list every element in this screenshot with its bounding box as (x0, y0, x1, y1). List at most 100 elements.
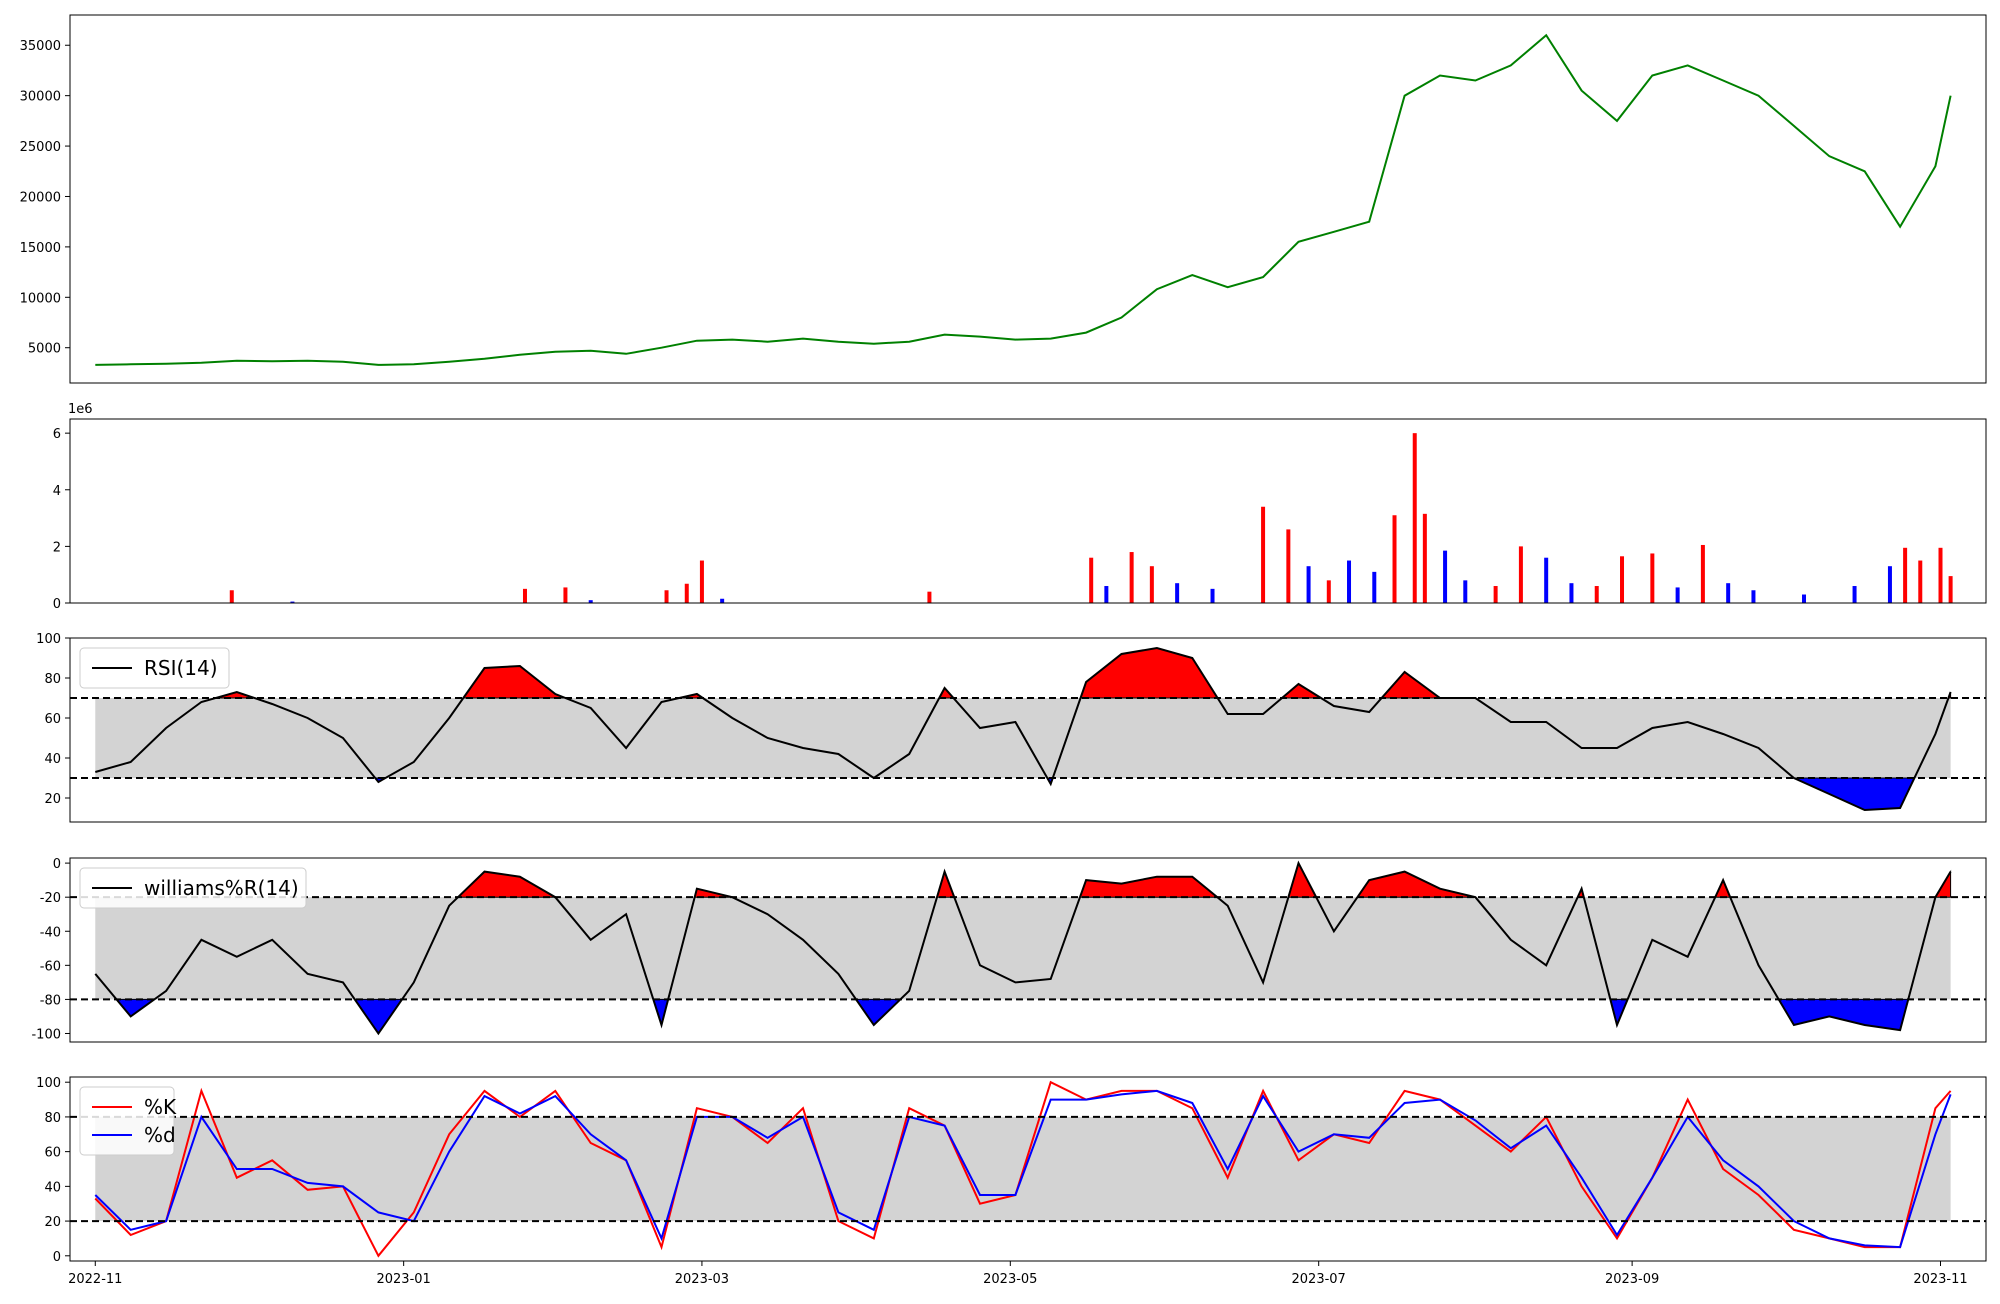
y-tick-label: 0 (53, 1250, 61, 1265)
volume-bar (664, 590, 669, 603)
overbought-fill (1079, 647, 1219, 699)
volume-bar (1751, 590, 1756, 603)
volume-bar (1443, 550, 1448, 603)
panel-4-frame (69, 1076, 1987, 1262)
series-line-2-0 (95, 646, 1952, 812)
volume-bar (1129, 552, 1134, 603)
legend-label: RSI(14) (144, 656, 218, 680)
x-tick-label: 2022-11 (68, 1272, 122, 1287)
y-tick-label: 100 (36, 632, 61, 647)
overbought-fill (462, 665, 566, 699)
volume-bar (1594, 586, 1599, 603)
legend-label: williams%R(14) (144, 876, 299, 900)
y-tick-label: -100 (31, 1027, 61, 1042)
volume-bar (1620, 556, 1625, 603)
volume-bar (1493, 586, 1498, 603)
panel-3-band (95, 897, 1951, 1000)
y-tick-label: 40 (44, 1180, 61, 1195)
y-tick-label: 5000 (28, 342, 61, 357)
volume-bar (229, 590, 234, 603)
volume-bar (1422, 513, 1427, 603)
y-tick-label: 0 (53, 857, 61, 872)
y-tick-label: 10000 (20, 291, 61, 306)
volume-bar (927, 591, 932, 603)
volume-bar (1210, 588, 1215, 603)
y-tick-label: 40 (44, 752, 61, 767)
panel-0-frame (69, 14, 1987, 384)
legend-box (79, 1086, 175, 1156)
x-tick-label: 2023-07 (1292, 1272, 1346, 1287)
y-tick-label: 60 (44, 712, 61, 727)
volume-bar (522, 588, 527, 603)
y-tick-label: 15000 (20, 241, 61, 256)
volume-bar (1903, 547, 1908, 603)
series-line-3-0 (94, 860, 1952, 1036)
y-tick-label: 30000 (20, 90, 61, 105)
volume-bar (290, 601, 295, 603)
y-tick-label: 80 (44, 1111, 61, 1126)
x-tick-label: 2023-05 (983, 1272, 1037, 1287)
volume-bar (699, 560, 704, 603)
panel-3-axes: -100 -80 -60 -40 -20 0 (31, 857, 70, 1042)
volume-bar (1175, 583, 1180, 603)
y-tick-label: -80 (40, 993, 61, 1008)
volume-bar (1918, 560, 1923, 603)
y-tick-label: 80 (44, 672, 61, 687)
x-tick-label: 2023-11 (1913, 1272, 1967, 1287)
y-tick-label: 35000 (20, 39, 61, 54)
price-line (95, 33, 1952, 366)
legend-label: %K (144, 1095, 177, 1119)
volume-bar (1149, 566, 1154, 603)
oversold-fill (1777, 998, 1909, 1031)
volume-bar (720, 598, 725, 603)
volume-bar (1412, 433, 1417, 603)
panel-1-axes: 0 2 4 6 1e6 (53, 402, 93, 612)
volume-bar (1326, 580, 1331, 603)
volume-bar (1463, 580, 1468, 603)
volume-bar (1089, 557, 1094, 603)
y-tick-label: 100 (36, 1076, 61, 1091)
panel-3-frame (69, 857, 1987, 1043)
y-tick-label: 60 (44, 1146, 61, 1161)
volume-bar (1392, 515, 1397, 603)
axis-offset-label: 1e6 (68, 402, 93, 417)
panel-2-band (95, 698, 1951, 778)
y-tick-label: 20 (44, 1215, 61, 1230)
y-tick-label: 20000 (20, 190, 61, 205)
volume-bar (1104, 586, 1109, 603)
y-tick-label: 2 (53, 540, 61, 555)
y-tick-label: 20 (44, 792, 61, 807)
y-tick-label: -20 (40, 891, 61, 906)
y-tick-label: 6 (53, 427, 61, 442)
x-tick-label: 2023-03 (675, 1272, 729, 1287)
oversold-fill (353, 998, 403, 1035)
panel-1-frame (69, 418, 1987, 604)
volume-bar (1938, 547, 1943, 603)
panel-0-axes: 5000 10000 15000 20000 25000 30000 35000 (20, 39, 70, 357)
y-tick-label: -40 (40, 925, 61, 940)
volume-bar (1675, 587, 1680, 603)
volume-bar (1372, 571, 1377, 603)
volume-bar (563, 587, 568, 603)
volume-bar (684, 583, 689, 603)
volume-bar (1569, 583, 1574, 603)
volume-bar (1700, 544, 1705, 603)
panel-4-axes: 0 20 40 60 80 100 2022-11 2023-01 2023-03 2023-05… (36, 1076, 1967, 1287)
volume-bar (1948, 576, 1953, 603)
panel-2-axes: 20 40 60 80 100 (36, 632, 70, 807)
volume-bar (1347, 560, 1352, 603)
volume-bar (1650, 553, 1655, 603)
volume-bar (588, 600, 593, 603)
volume-bar (1306, 566, 1311, 603)
volume-bar (1261, 506, 1266, 603)
y-tick-label: 4 (53, 484, 61, 499)
series-line-4-1 (94, 1089, 1952, 1249)
x-tick-label: 2023-01 (376, 1272, 430, 1287)
volume-bar (1726, 583, 1731, 603)
x-tick-label: 2023-09 (1605, 1272, 1659, 1287)
volume-bar (1518, 546, 1523, 603)
y-tick-label: -60 (40, 959, 61, 974)
panel-2-frame (69, 637, 1987, 823)
y-tick-label: 25000 (20, 140, 61, 155)
volume-bar (1852, 586, 1857, 603)
